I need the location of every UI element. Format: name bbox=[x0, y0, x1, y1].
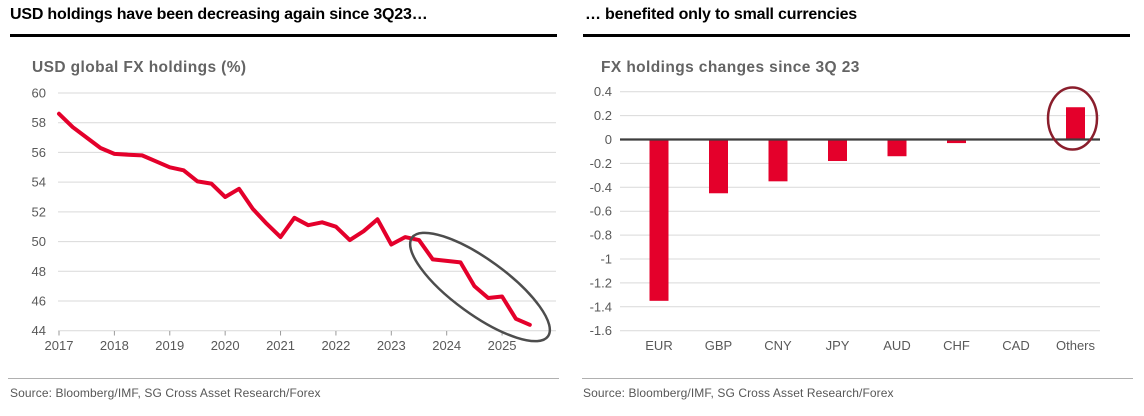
right-y-tick-label: -1.6 bbox=[590, 323, 612, 338]
usd-holdings-line bbox=[57, 111, 532, 327]
right-x-tick-label: AUD bbox=[883, 338, 910, 353]
right-x-tick-label: Others bbox=[1056, 338, 1096, 353]
left-chart-title: USD global FX holdings (%) bbox=[32, 59, 247, 76]
left-x-tick-label: 2023 bbox=[377, 338, 406, 353]
bar-JPY bbox=[828, 139, 847, 162]
right-x-tick-label: JPY bbox=[826, 338, 850, 353]
left-x-tick-label: 2024 bbox=[432, 338, 461, 353]
left-y-tick-label: 60 bbox=[32, 86, 46, 101]
right-x-tick-label: CHF bbox=[943, 338, 970, 353]
left-y-tick-label: 50 bbox=[32, 234, 46, 249]
left-header-underline bbox=[10, 34, 557, 37]
left-y-tick-label: 52 bbox=[32, 204, 46, 219]
left-x-tick-label: 2018 bbox=[100, 338, 129, 353]
left-x-tick-label: 2020 bbox=[211, 338, 240, 353]
right-x-tick-label: EUR bbox=[645, 338, 672, 353]
right-panel-header: … benefited only to small currencies bbox=[585, 6, 857, 23]
right-y-tick-label: 0 bbox=[605, 132, 612, 147]
right-chart-title: FX holdings changes since 3Q 23 bbox=[601, 59, 860, 76]
decline-highlight-ellipse bbox=[408, 231, 552, 343]
left-source-rule bbox=[8, 378, 559, 379]
right-y-tick-label: 0.4 bbox=[594, 84, 612, 99]
left-x-tick-label: 2019 bbox=[155, 338, 184, 353]
left-y-tick-label: 44 bbox=[32, 323, 46, 338]
bar-EUR bbox=[649, 139, 669, 301]
right-header-underline bbox=[583, 34, 1130, 37]
left-x-tick-label: 2017 bbox=[45, 338, 74, 353]
bar-CHF bbox=[947, 139, 966, 144]
right-x-tick-label: CAD bbox=[1002, 338, 1029, 353]
left-y-tick-label: 46 bbox=[32, 293, 46, 308]
left-y-tick-label: 58 bbox=[32, 115, 46, 130]
right-x-tick-label: GBP bbox=[705, 338, 732, 353]
right-y-tick-label: -0.6 bbox=[590, 204, 612, 219]
left-y-tick-label: 48 bbox=[32, 264, 46, 279]
bar-CNY bbox=[768, 139, 788, 182]
right-source-text: Source: Bloomberg/IMF, SG Cross Asset Re… bbox=[583, 386, 894, 400]
right-x-tick-label: CNY bbox=[764, 338, 792, 353]
left-y-tick-label: 54 bbox=[32, 175, 46, 190]
bar-Others bbox=[1066, 107, 1085, 140]
left-x-tick-label: 2021 bbox=[266, 338, 295, 353]
left-source-text: Source: Bloomberg/IMF, SG Cross Asset Re… bbox=[10, 386, 321, 400]
right-y-tick-label: -1.4 bbox=[590, 299, 612, 314]
right-y-tick-label: -0.2 bbox=[590, 156, 612, 171]
left-y-tick-label: 56 bbox=[32, 145, 46, 160]
right-source-rule bbox=[582, 378, 1133, 379]
bar-GBP bbox=[709, 139, 728, 194]
right-y-tick-label: 0.2 bbox=[594, 108, 612, 123]
bar-AUD bbox=[887, 139, 907, 157]
right-y-tick-label: -1.2 bbox=[590, 275, 612, 290]
left-panel-header: USD holdings have been decreasing again … bbox=[10, 6, 428, 23]
right-y-tick-label: -0.8 bbox=[590, 228, 612, 243]
others-highlight-ellipse bbox=[1046, 86, 1099, 151]
left-x-tick-label: 2025 bbox=[488, 338, 517, 353]
right-y-tick-label: -0.4 bbox=[590, 180, 612, 195]
left-x-tick-label: 2022 bbox=[321, 338, 350, 353]
right-y-tick-label: -1 bbox=[600, 252, 612, 267]
